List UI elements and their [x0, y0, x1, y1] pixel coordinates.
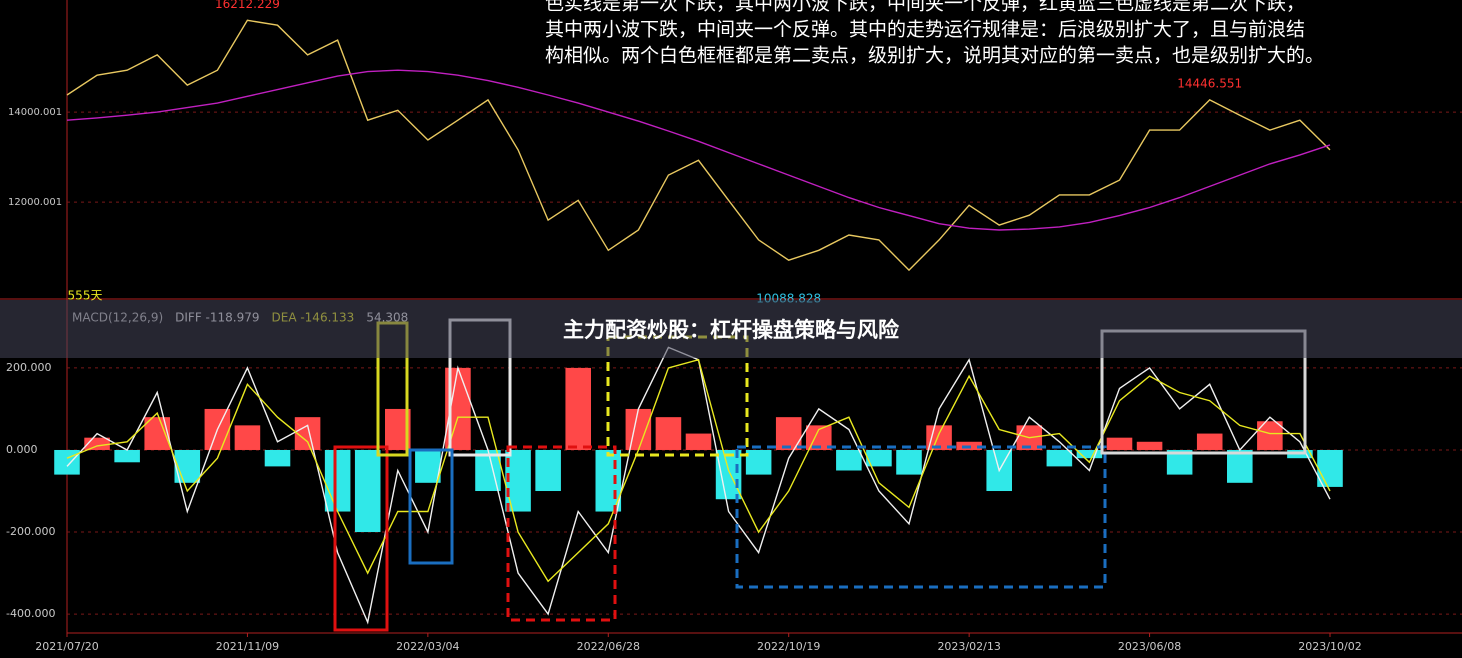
macd-bar — [1076, 449, 1103, 459]
macd-bar — [745, 449, 772, 475]
price-annotation: 14446.551 — [1177, 76, 1242, 90]
x-tick-label: 2023/06/08 — [1118, 640, 1181, 653]
macd-bar — [234, 425, 261, 450]
macd-bar — [836, 449, 862, 471]
macd-bar — [294, 417, 321, 450]
box — [606, 335, 749, 457]
title-banner — [0, 300, 1462, 358]
x-tick-label: 2022/06/28 — [577, 640, 640, 653]
macd-bar — [896, 449, 922, 475]
macd-bar — [1257, 421, 1283, 450]
macd-bar — [715, 449, 742, 500]
macd-bar — [685, 433, 712, 450]
macd-bar — [354, 449, 381, 533]
y-tick-label: 12000.001 — [8, 197, 62, 208]
annotation-text: 色实线是第一次下跌，其中两小波下跌，中间夹一个反弹，红黄蓝三色虚线是第二次下跌， — [545, 0, 1305, 15]
macd-bar — [1227, 449, 1253, 483]
x-tick-label: 2021/07/20 — [35, 640, 98, 653]
macd-bar — [114, 449, 140, 463]
macd-bar — [1046, 449, 1073, 467]
annotation-text: 构相似。两个白色框框都是第二卖点，级别扩大，说明其对应的第一卖点，也是级别扩大的… — [545, 45, 1324, 67]
macd-bar — [264, 449, 291, 467]
x-tick-label: 2022/10/19 — [757, 640, 820, 653]
x-tick-label: 2023/02/13 — [937, 640, 1000, 653]
price-line — [66, 19, 1331, 272]
macd-line — [66, 358, 1331, 583]
macd-bar — [535, 449, 561, 492]
macd-bar — [1106, 437, 1133, 450]
macd-bar — [54, 449, 80, 475]
macd-bar — [1136, 441, 1163, 450]
y-tick-label: -200.000 — [6, 525, 55, 538]
macd-bar — [1317, 449, 1343, 487]
x-tick-label: 2021/11/09 — [216, 640, 279, 653]
y-tick-label: 14000.001 — [8, 107, 62, 118]
x-tick-label: 2022/03/04 — [396, 640, 459, 653]
macd-bar — [625, 408, 652, 450]
macd-bar — [565, 367, 591, 450]
price-annotation: 16212.229 — [215, 0, 280, 11]
box — [333, 445, 389, 632]
macd-bar — [775, 417, 802, 450]
x-tick-label: 2023/10/02 — [1298, 640, 1361, 653]
price-line — [66, 69, 1331, 231]
box — [735, 445, 1107, 589]
macd-bar — [415, 449, 441, 483]
macd-bar — [1196, 433, 1223, 450]
box — [506, 445, 617, 622]
y-tick-label: -400.000 — [6, 607, 55, 620]
macd-bar — [324, 449, 351, 512]
macd-bar — [866, 449, 892, 467]
overlay-title: 主力配资炒股：杠杆操盘策略与风险 — [563, 318, 900, 342]
y-tick-label: 0.000 — [6, 443, 38, 456]
y-tick-label: 200.000 — [6, 361, 52, 374]
macd-bar — [655, 417, 682, 450]
box — [408, 448, 454, 565]
annotation-text: 其中两小波下跌，中间夹一个反弹。其中的走势运行规律是：后浪级别扩大了，且与前浪结 — [545, 19, 1305, 41]
price-annotation: 555天 — [68, 289, 103, 303]
